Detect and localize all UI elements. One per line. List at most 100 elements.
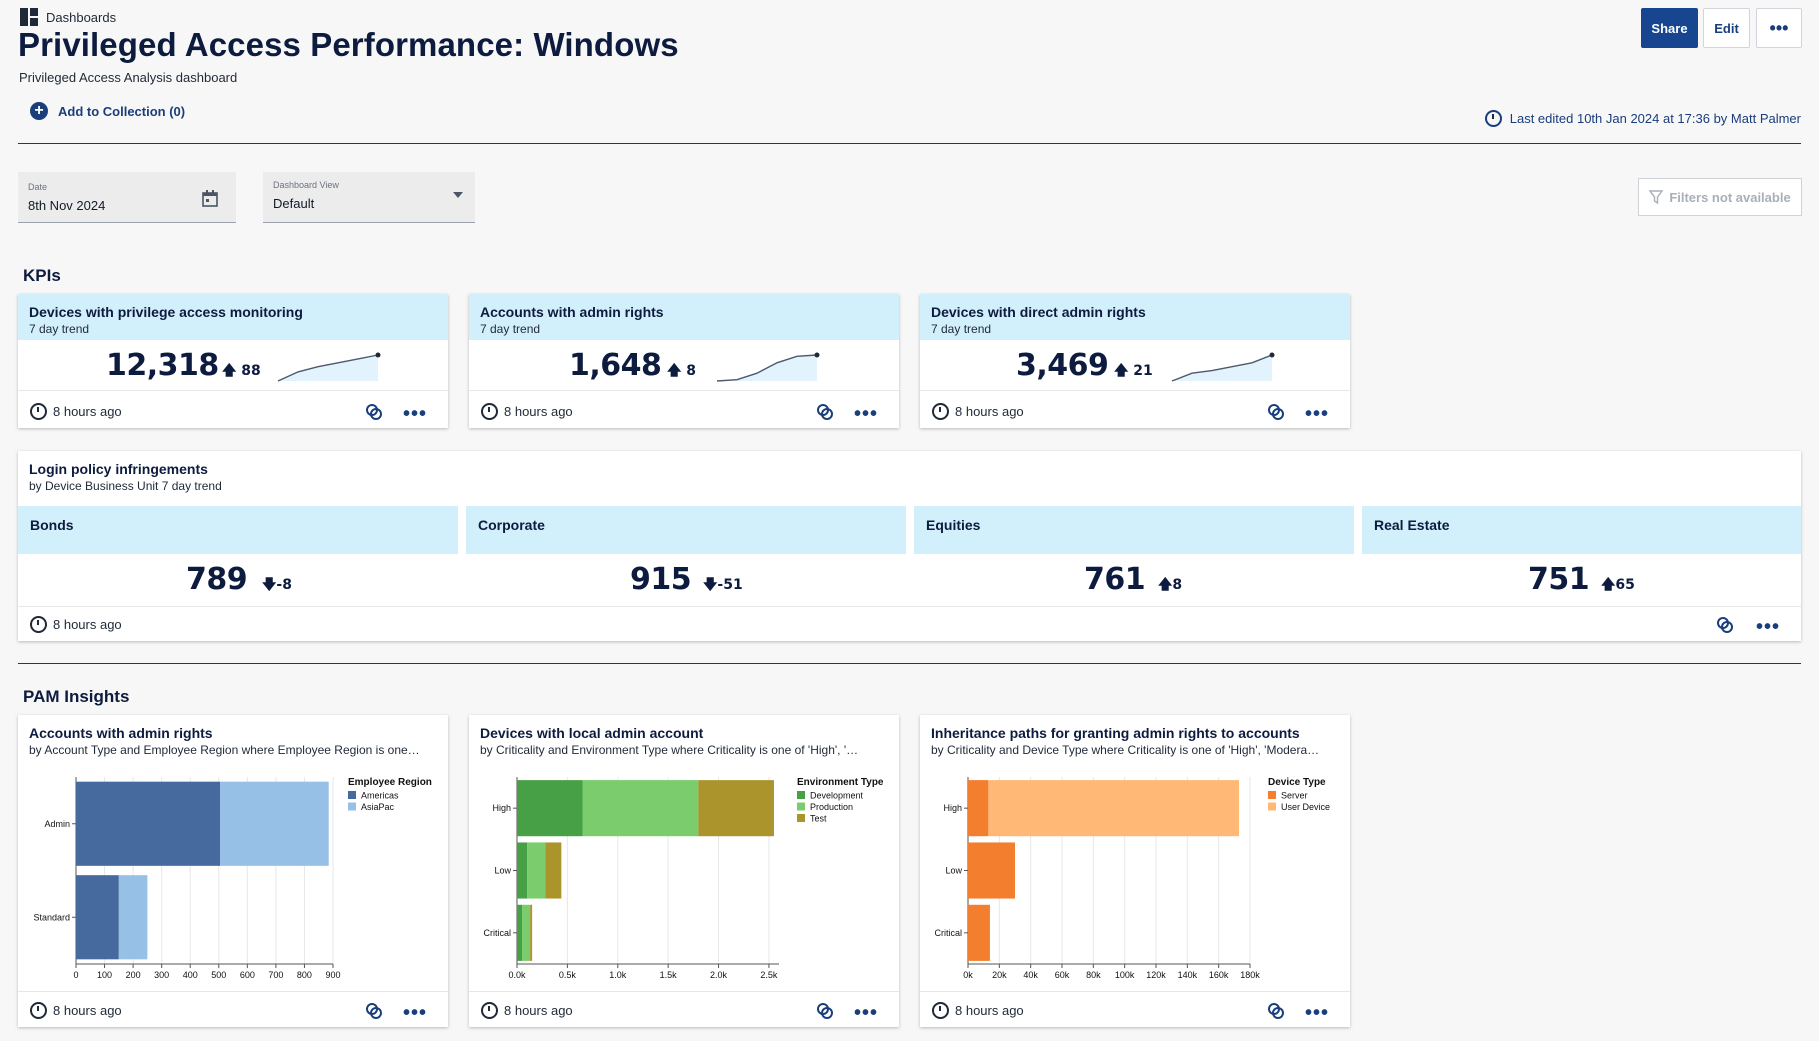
stacked-bar-chart: 0k 20k 40k 60k 80k 100k 120k 140k 160k 180k High Lo… xyxy=(934,777,1330,980)
legend-label: Test xyxy=(810,814,827,824)
kpi-delta-value: 8 xyxy=(686,363,697,379)
y-tick-label: Low xyxy=(945,866,962,876)
link-icon[interactable] xyxy=(1266,402,1286,422)
chart-subtitle: by Account Type and Employee Region wher… xyxy=(29,743,420,757)
bar-segment xyxy=(76,781,221,866)
link-icon[interactable] xyxy=(815,1001,835,1021)
business-unit-header: Real Estate xyxy=(1362,506,1801,554)
clock-icon xyxy=(30,1002,47,1019)
filters-not-available-button[interactable]: Filters not available xyxy=(1638,178,1802,216)
x-tick-label: 80k xyxy=(1086,970,1101,980)
card-more-button[interactable]: ••• xyxy=(1305,403,1330,425)
clock-icon xyxy=(932,403,949,420)
legend-swatch xyxy=(797,802,805,811)
last-edited-info: Last edited 10th Jan 2024 at 17:36 by Ma… xyxy=(1484,110,1801,127)
x-tick-label: 400 xyxy=(183,970,198,980)
link-icon[interactable] xyxy=(1715,615,1735,635)
clock-icon xyxy=(1484,110,1502,127)
card-more-button[interactable]: ••• xyxy=(1756,616,1781,638)
card-more-button[interactable]: ••• xyxy=(854,403,879,425)
breadcrumb[interactable]: Dashboards xyxy=(20,8,116,26)
breadcrumb-label[interactable]: Dashboards xyxy=(46,9,117,25)
card-more-button[interactable]: ••• xyxy=(403,403,428,425)
kpi-value: 12,318 xyxy=(106,348,219,383)
legend-title: Device Type xyxy=(1268,777,1326,788)
business-unit-header: Equities xyxy=(914,506,1354,554)
bar-segment xyxy=(530,904,533,961)
x-tick-label: 1.0k xyxy=(609,970,627,980)
dashboard-view-select[interactable]: Dashboard View Default xyxy=(263,172,475,223)
bar-segment xyxy=(698,780,774,837)
share-button[interactable]: Share xyxy=(1641,8,1698,48)
card-more-button[interactable]: ••• xyxy=(854,1002,879,1024)
business-unit-header: Corporate xyxy=(466,506,906,554)
y-tick-label: Standard xyxy=(33,912,70,922)
legend-swatch xyxy=(1268,802,1276,811)
bar-segment xyxy=(517,780,583,837)
kpi-value: 3,469 xyxy=(1016,348,1109,383)
link-icon[interactable] xyxy=(364,1001,384,1021)
business-unit-value: 789 xyxy=(186,562,248,597)
business-unit-delta: 🡇-51 xyxy=(703,574,743,598)
kpi-card-subtitle: 7 day trend xyxy=(480,322,541,336)
business-unit-delta-value: 65 xyxy=(1615,577,1635,593)
more-options-button[interactable]: ••• xyxy=(1756,8,1802,48)
chart-card: Inheritance paths for granting admin rig… xyxy=(920,715,1350,1027)
y-tick-label: Low xyxy=(494,866,511,876)
arrow-up-icon: 🡅 xyxy=(1114,363,1129,379)
card-more-button[interactable]: ••• xyxy=(1305,1002,1330,1024)
header-divider xyxy=(18,143,1801,144)
date-field[interactable]: Date 8th Nov 2024 xyxy=(18,172,236,223)
card-more-button[interactable]: ••• xyxy=(403,1002,428,1024)
kpi-card-title: Devices with privilege access monitoring xyxy=(29,304,303,320)
x-tick-label: 900 xyxy=(325,970,340,980)
last-updated-text: 8 hours ago xyxy=(53,617,122,632)
bar-segment xyxy=(968,904,990,961)
bar-segment xyxy=(517,842,528,899)
trend-sparkline xyxy=(1171,352,1275,382)
legend-title: Environment Type xyxy=(797,777,884,788)
login-policy-subtitle: by Device Business Unit 7 day trend xyxy=(29,479,222,493)
business-unit-delta: 🡅65 xyxy=(1601,574,1635,598)
last-updated-text: 8 hours ago xyxy=(53,404,122,419)
sparkline-end-point xyxy=(1269,352,1275,358)
clock-icon xyxy=(30,616,47,633)
business-unit-delta-value: -51 xyxy=(717,577,743,593)
bar-segment xyxy=(968,842,1015,899)
x-tick-label: 600 xyxy=(240,970,255,980)
filters-not-available-label: Filters not available xyxy=(1669,189,1791,205)
last-updated: 8 hours ago xyxy=(481,403,573,420)
arrow-up-icon: 🡅 xyxy=(222,363,237,379)
kpi-card-subtitle: 7 day trend xyxy=(931,322,992,336)
kpi-card-header: Accounts with admin rights 7 day trend xyxy=(469,294,899,340)
last-updated-text: 8 hours ago xyxy=(955,1003,1024,1018)
last-updated-text: 8 hours ago xyxy=(504,1003,573,1018)
clock-icon xyxy=(481,403,498,420)
link-icon[interactable] xyxy=(815,402,835,422)
bar-segment xyxy=(522,904,531,961)
calendar-icon[interactable] xyxy=(202,190,218,207)
dashboard-view-label: Dashboard View xyxy=(273,180,339,190)
trend-sparkline xyxy=(277,352,381,382)
sparkline-area xyxy=(278,355,378,381)
dashboard-icon xyxy=(20,8,38,26)
link-icon[interactable] xyxy=(364,402,384,422)
add-to-collection-button[interactable]: + Add to Collection (0) xyxy=(30,102,185,120)
last-updated: 8 hours ago xyxy=(932,1002,1024,1019)
edit-button[interactable]: Edit xyxy=(1703,8,1750,48)
y-tick-label: Admin xyxy=(44,819,70,829)
y-tick-label: Critical xyxy=(934,928,962,938)
y-tick-label: High xyxy=(492,803,511,813)
last-updated-text: 8 hours ago xyxy=(504,404,573,419)
arrow-down-icon: 🡇 xyxy=(262,577,277,593)
page-subtitle: Privileged Access Analysis dashboard xyxy=(19,70,238,85)
x-tick-label: 100 xyxy=(97,970,112,980)
kpi-card-header: Devices with direct admin rights 7 day t… xyxy=(920,294,1350,340)
legend-swatch xyxy=(348,802,356,811)
legend-label: Development xyxy=(810,791,864,801)
link-icon[interactable] xyxy=(1266,1001,1286,1021)
kpi-card: Devices with direct admin rights 7 day t… xyxy=(920,294,1350,428)
arrow-up-icon: 🡅 xyxy=(1158,577,1173,593)
x-tick-label: 0.5k xyxy=(559,970,577,980)
business-unit-delta: 🡇-8 xyxy=(262,574,292,598)
